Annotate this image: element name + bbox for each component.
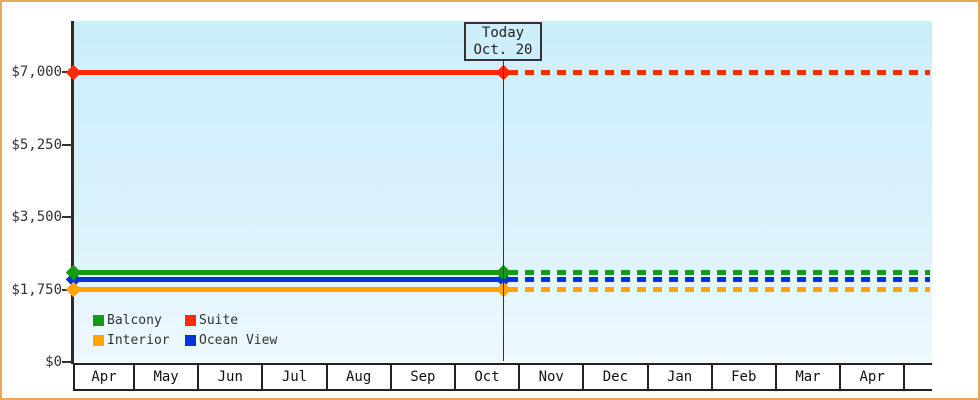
month-cell: Aug <box>328 365 392 389</box>
y-tick-label: $5,250 <box>11 136 62 153</box>
y-tick-label: $1,750 <box>11 281 62 298</box>
month-cell: Oct <box>456 365 521 389</box>
month-cell: Jun <box>199 365 264 389</box>
today-label: Today <box>481 24 525 41</box>
y-axis <box>71 21 74 364</box>
month-cell: Jan <box>649 365 713 389</box>
legend-item-balcony[interactable]: Balcony <box>93 313 185 328</box>
month-cell: Apr <box>841 365 906 389</box>
month-cell: Mar <box>777 365 842 389</box>
legend-swatch-icon <box>185 335 196 346</box>
legend-label: Interior <box>107 333 170 348</box>
month-cell: Nov <box>520 365 585 389</box>
y-tick-mark <box>62 216 72 218</box>
y-tick-mark <box>62 143 72 146</box>
legend-swatch-icon <box>93 335 104 346</box>
series-line-balcony <box>73 270 503 276</box>
legend-label: Suite <box>199 313 239 328</box>
month-cell-empty <box>905 365 932 389</box>
today-annotation-box: Today Oct. 20 <box>464 22 542 61</box>
month-cell: Feb <box>713 365 777 389</box>
today-date: Oct. 20 <box>473 41 533 58</box>
series-line-suite <box>73 69 503 75</box>
legend-item-interior[interactable]: Interior <box>93 333 185 348</box>
month-cell: May <box>135 365 200 389</box>
legend: Balcony Suite Interior Ocean View <box>93 313 277 348</box>
y-tick-label: $7,000 <box>11 64 62 80</box>
series-projection-ocean-view <box>509 277 930 283</box>
x-axis-month-row: Apr May Jun Jul Aug Sep Oct Nov Dec Jan Feb Mar Apr <box>73 363 932 391</box>
series-projection-interior <box>509 287 930 292</box>
legend-item-suite[interactable]: Suite <box>185 313 277 328</box>
series-projection-balcony <box>509 270 930 276</box>
series-line-ocean-view <box>73 277 503 283</box>
legend-label: Ocean View <box>199 333 278 348</box>
series-projection-suite <box>509 69 930 75</box>
y-tick-label: $3,500 <box>11 209 62 225</box>
legend-swatch-icon <box>93 315 104 326</box>
legend-swatch-icon <box>185 315 196 326</box>
legend-item-ocean-view[interactable]: Ocean View <box>185 333 277 348</box>
month-cell: Dec <box>584 365 649 389</box>
series-line-interior <box>73 287 503 292</box>
y-tick-label: $0 <box>45 354 62 370</box>
month-cell: Apr <box>73 365 135 389</box>
today-line <box>503 22 504 361</box>
y-tick-mark <box>62 361 72 363</box>
legend-label: Balcony <box>107 313 162 328</box>
month-cell: Sep <box>392 365 456 389</box>
month-cell: Jul <box>263 365 328 389</box>
